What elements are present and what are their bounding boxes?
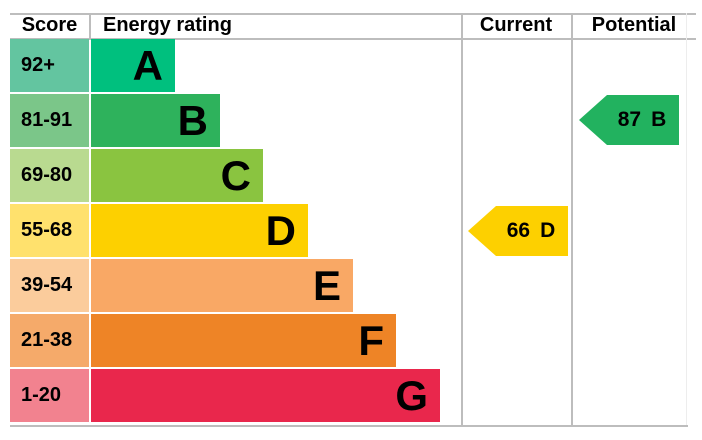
potential-rating-grade: B xyxy=(651,108,667,131)
score-range-c: 69-80 xyxy=(10,149,89,202)
grade-letter-b: B xyxy=(177,96,208,144)
potential-rating-value: 87 xyxy=(617,108,642,131)
grade-letter-f: F xyxy=(358,316,384,364)
column-header-potential: Potential xyxy=(591,14,677,36)
band-row-f: 21-38 F xyxy=(10,314,690,367)
rating-bar-f: F xyxy=(91,314,396,367)
grade-letter-g: G xyxy=(395,371,428,419)
rating-bar-c: C xyxy=(91,149,263,202)
current-rating-grade: D xyxy=(540,219,556,242)
grid-line-top xyxy=(10,13,696,15)
rating-bar-a: A xyxy=(91,39,175,92)
grid-line-score-divider xyxy=(89,13,91,38)
score-range-g: 1-20 xyxy=(10,369,89,422)
band-row-g: 1-20 G xyxy=(10,369,690,422)
rating-bar-d: D xyxy=(91,204,308,257)
grid-line-bottom xyxy=(10,425,688,427)
grade-letter-a: A xyxy=(132,41,163,89)
column-header-energy-rating: Energy rating xyxy=(103,14,232,36)
score-range-d: 55-68 xyxy=(10,204,89,257)
grid-line-header-underline xyxy=(10,38,696,40)
grid-line-potential-divider xyxy=(571,13,573,427)
column-header-current: Current xyxy=(479,14,553,36)
score-range-a: 92+ xyxy=(10,39,89,92)
band-row-a: 92+ A xyxy=(10,39,690,92)
grade-letter-d: D xyxy=(265,206,296,254)
band-row-c: 69-80 C xyxy=(10,149,690,202)
grade-letter-e: E xyxy=(312,261,341,309)
score-range-e: 39-54 xyxy=(10,259,89,312)
band-row-d: 55-68 D xyxy=(10,204,690,257)
band-row-b: 81-91 B xyxy=(10,94,690,147)
rating-bar-b: B xyxy=(91,94,220,147)
current-rating-value: 66 xyxy=(506,219,531,242)
band-row-e: 39-54 E xyxy=(10,259,690,312)
grade-letter-c: C xyxy=(220,151,251,199)
score-range-f: 21-38 xyxy=(10,314,89,367)
grid-line-right-border xyxy=(686,13,687,425)
grid-line-current-divider xyxy=(461,13,463,427)
column-header-score: Score xyxy=(21,14,78,36)
rating-bar-g: G xyxy=(91,369,440,422)
rating-bar-e: E xyxy=(91,259,353,312)
score-range-b: 81-91 xyxy=(10,94,89,147)
